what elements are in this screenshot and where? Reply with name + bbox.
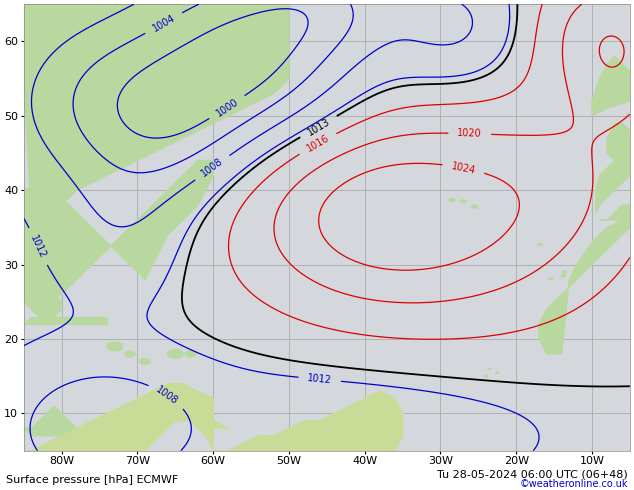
Polygon shape — [185, 351, 196, 357]
Polygon shape — [548, 278, 553, 280]
Polygon shape — [24, 4, 289, 220]
Polygon shape — [600, 205, 630, 220]
Text: ©weatheronline.co.uk: ©weatheronline.co.uk — [519, 479, 628, 489]
Polygon shape — [615, 64, 630, 86]
Text: 1020: 1020 — [457, 128, 482, 139]
Polygon shape — [488, 368, 491, 369]
Polygon shape — [24, 406, 84, 436]
Text: 1013: 1013 — [306, 116, 332, 137]
Text: 1008: 1008 — [154, 384, 180, 407]
Polygon shape — [561, 275, 566, 277]
Polygon shape — [167, 349, 183, 358]
Text: 1012: 1012 — [29, 233, 48, 260]
Polygon shape — [107, 342, 123, 351]
Polygon shape — [496, 372, 499, 373]
Text: Surface pressure [hPa] ECMWF: Surface pressure [hPa] ECMWF — [6, 475, 179, 485]
Polygon shape — [607, 123, 630, 168]
Polygon shape — [122, 398, 228, 428]
Polygon shape — [592, 56, 630, 116]
Polygon shape — [24, 384, 213, 451]
Text: Tu 28-05-2024 06:00 UTC (06+48): Tu 28-05-2024 06:00 UTC (06+48) — [437, 469, 628, 479]
Polygon shape — [213, 391, 403, 451]
Text: 1016: 1016 — [304, 133, 331, 154]
Polygon shape — [484, 375, 488, 377]
Polygon shape — [562, 271, 567, 273]
Polygon shape — [125, 351, 135, 357]
Text: 1000: 1000 — [214, 96, 240, 118]
Polygon shape — [539, 220, 630, 354]
Polygon shape — [449, 198, 455, 201]
Polygon shape — [24, 160, 213, 302]
Text: 1012: 1012 — [307, 373, 332, 386]
Polygon shape — [24, 287, 61, 324]
Text: 1004: 1004 — [151, 13, 177, 33]
Text: 1024: 1024 — [451, 161, 477, 175]
Polygon shape — [538, 244, 542, 245]
Text: 1008: 1008 — [200, 156, 225, 179]
Polygon shape — [24, 317, 107, 324]
Polygon shape — [140, 358, 150, 365]
Polygon shape — [596, 160, 630, 213]
Polygon shape — [472, 205, 477, 208]
Polygon shape — [460, 200, 466, 203]
